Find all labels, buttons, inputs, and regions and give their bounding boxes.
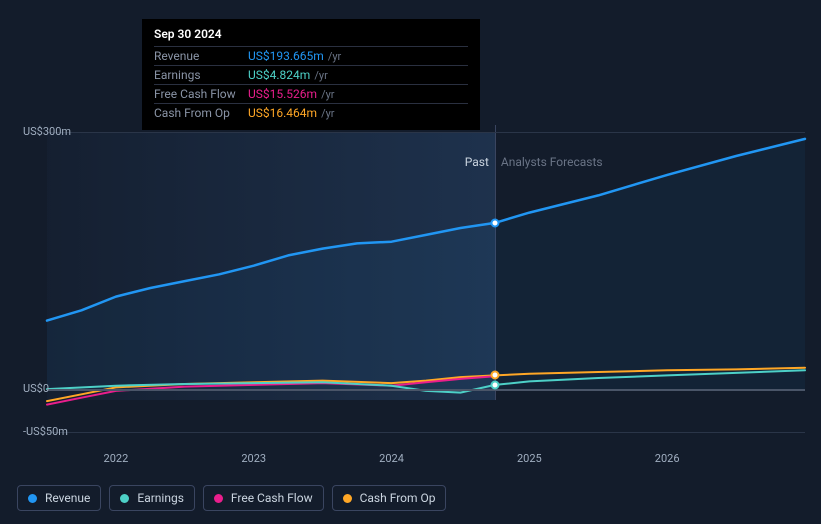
y-axis-label: US$0 — [23, 382, 49, 395]
x-axis-label: 2023 — [241, 452, 266, 465]
tooltip-row: Free Cash FlowUS$15.526m/yr — [154, 84, 468, 103]
x-axis-label: 2026 — [655, 452, 680, 465]
tooltip-metric-unit: /yr — [321, 88, 334, 101]
x-axis-label: 2025 — [517, 452, 542, 465]
legend-dot-icon — [343, 494, 352, 503]
tooltip-metric-unit: /yr — [314, 69, 327, 82]
legend-item[interactable]: Free Cash Flow — [203, 485, 324, 511]
tooltip-metric-value: US$193.665m — [248, 49, 324, 63]
y-axis-label: US$300m — [23, 125, 71, 138]
chart-plot-area[interactable]: Past Analysts Forecasts — [47, 125, 805, 445]
tooltip-metric-value: US$16.464m — [248, 106, 317, 120]
gridline — [47, 432, 805, 433]
chart-lines-svg — [47, 125, 805, 445]
tooltip-metric-label: Cash From Op — [154, 106, 248, 120]
y-axis-label: -US$50m — [23, 425, 68, 438]
tooltip-row: EarningsUS$4.824m/yr — [154, 65, 468, 84]
legend-label: Cash From Op — [360, 491, 436, 505]
tooltip-metric-unit: /yr — [321, 107, 334, 120]
tooltip-metric-value: US$4.824m — [248, 68, 310, 82]
tooltip-date: Sep 30 2024 — [154, 27, 468, 41]
tooltip-metric-label: Revenue — [154, 49, 248, 63]
gridline — [47, 132, 805, 133]
tooltip-row: RevenueUS$193.665m/yr — [154, 46, 468, 65]
tooltip-row: Cash From OpUS$16.464m/yr — [154, 103, 468, 122]
data-point-marker — [490, 380, 499, 389]
tooltip-metric-value: US$15.526m — [248, 87, 317, 101]
legend-item[interactable]: Revenue — [17, 485, 101, 511]
legend-dot-icon — [214, 494, 223, 503]
chart-container: Past Analysts Forecasts US$300m US$0 -US$5… — [15, 125, 805, 445]
legend-item[interactable]: Earnings — [109, 485, 195, 511]
tooltip-metric-label: Free Cash Flow — [154, 87, 248, 101]
data-point-marker — [490, 371, 499, 380]
legend-label: Earnings — [137, 491, 184, 505]
zero-line — [47, 389, 805, 391]
legend-label: Revenue — [45, 491, 90, 505]
x-axis-label: 2024 — [379, 452, 404, 465]
forecast-area-label: Analysts Forecasts — [501, 155, 603, 169]
legend-dot-icon — [28, 494, 37, 503]
chart-tooltip: Sep 30 2024 RevenueUS$193.665m/yrEarning… — [142, 19, 480, 130]
tooltip-metric-unit: /yr — [328, 50, 341, 63]
past-area-label: Past — [465, 155, 489, 169]
data-point-marker — [490, 218, 499, 227]
legend-item[interactable]: Cash From Op — [332, 485, 447, 511]
x-axis-label: 2022 — [104, 452, 129, 465]
legend-label: Free Cash Flow — [231, 491, 313, 505]
legend-dot-icon — [120, 494, 129, 503]
series-area-fill — [47, 139, 805, 389]
tooltip-metric-label: Earnings — [154, 68, 248, 82]
legend: Revenue Earnings Free Cash Flow Cash From O… — [17, 485, 446, 511]
